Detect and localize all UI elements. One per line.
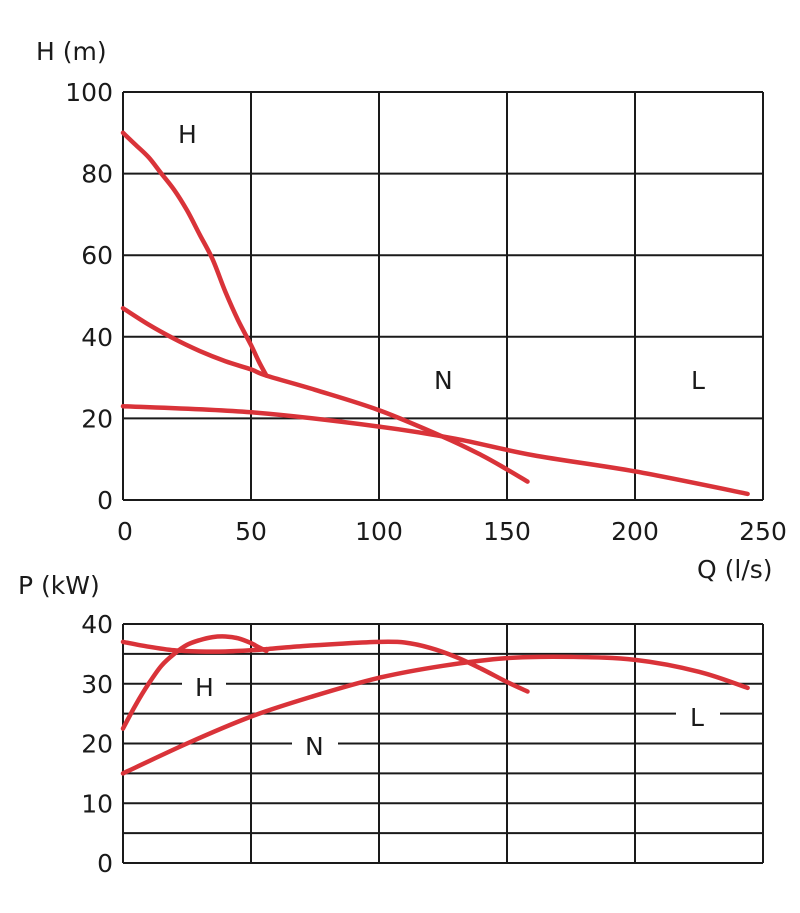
power-curve-l (120, 654, 750, 776)
power-grid (122, 623, 764, 864)
power-y-ticks: 0 10 20 30 40 (81, 610, 113, 878)
power-y-tick-30: 30 (81, 670, 113, 699)
head-x-tick-100: 100 (355, 517, 403, 546)
head-x-tick-150: 150 (483, 517, 531, 546)
power-curve-h-n-join (120, 639, 269, 654)
head-curve-n (120, 305, 530, 484)
power-curve-label-l: L (690, 703, 704, 732)
head-y-tick-60: 60 (81, 241, 113, 270)
head-x-tick-250: 250 (739, 517, 787, 546)
head-y-tick-20: 20 (81, 404, 113, 433)
head-y-tick-40: 40 (81, 323, 113, 352)
power-y-tick-40: 40 (81, 610, 113, 639)
power-curve-n (264, 639, 530, 694)
power-chart: Q (l/s) P (kW) 0 10 20 30 40 H N L (18, 555, 773, 878)
head-y-tick-100: 100 (65, 78, 113, 107)
power-y-tick-20: 20 (81, 730, 113, 759)
head-y-tick-80: 80 (81, 160, 113, 189)
head-curve-label-h: H (178, 120, 197, 149)
power-axis-title: P (kW) (18, 571, 100, 600)
head-grid (122, 91, 764, 501)
power-label-bg-l (676, 701, 720, 733)
power-curve-h (120, 634, 269, 731)
head-curve-h (120, 130, 269, 378)
head-curves (120, 130, 750, 497)
head-y-ticks: 0 20 40 60 80 100 (65, 78, 113, 515)
power-y-tick-0: 0 (97, 849, 113, 878)
head-y-tick-0: 0 (97, 486, 113, 515)
power-y-tick-10: 10 (81, 789, 113, 818)
head-curve-label-l: L (691, 366, 705, 395)
power-curve-label-n: N (305, 732, 324, 761)
head-x-tick-200: 200 (611, 517, 659, 546)
head-chart: H (m) 0 20 40 60 80 100 0 50 100 150 200 250 H N L (36, 37, 787, 546)
power-curve-label-h: H (195, 673, 214, 702)
flow-axis-title: Q (l/s) (697, 555, 773, 584)
head-x-ticks: 0 50 100 150 200 250 (117, 517, 787, 546)
head-curve-l (120, 403, 750, 497)
head-curve-label-n: N (434, 366, 453, 395)
head-axis-title: H (m) (36, 37, 107, 66)
power-label-bg-n (292, 730, 338, 762)
power-label-bg-h (182, 671, 226, 703)
head-x-tick-0: 0 (117, 517, 133, 546)
power-curves (120, 634, 750, 776)
head-x-tick-50: 50 (235, 517, 267, 546)
